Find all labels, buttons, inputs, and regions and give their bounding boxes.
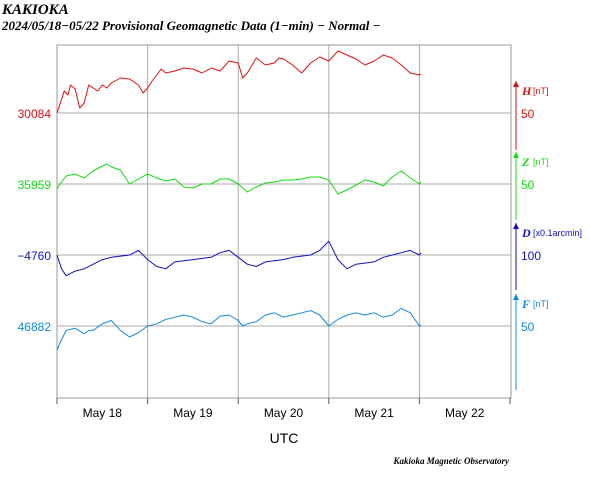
scale-value-d: 100 xyxy=(521,249,541,263)
scale-arrow-d xyxy=(513,223,519,229)
scale-arrow-h xyxy=(513,81,519,87)
x-tick-label: May 22 xyxy=(445,406,485,420)
series-line-h xyxy=(56,50,422,114)
plot-frame xyxy=(56,44,512,399)
scale-value-f: 50 xyxy=(521,320,535,334)
component-name-f: F xyxy=(521,297,530,311)
component-unit-f: [nT] xyxy=(533,299,549,309)
component-unit-d: [x0.1arcmin] xyxy=(533,228,582,238)
observatory-credit: Kakioka Magnetic Observatory xyxy=(393,456,510,466)
scale-arrow-f xyxy=(513,294,519,300)
chart-title: KAKIOKA xyxy=(2,2,69,18)
scale-value-z: 50 xyxy=(521,178,535,192)
scale-value-h: 50 xyxy=(521,107,535,121)
series-line-f xyxy=(56,307,422,351)
x-tick-label: May 20 xyxy=(264,406,304,420)
left-label-d: −4760 xyxy=(17,249,51,263)
component-name-h: H xyxy=(521,84,532,98)
component-unit-z: [nT] xyxy=(533,157,549,167)
chart-subtitle: 2024/05/18−05/22 Provisional Geomagnetic… xyxy=(2,18,381,33)
x-axis-label: UTC xyxy=(270,430,299,446)
x-tick-label: May 19 xyxy=(173,406,213,420)
x-tick-label: May 21 xyxy=(354,406,394,420)
left-label-z: 35959 xyxy=(18,178,52,192)
x-tick-label: May 18 xyxy=(83,406,123,420)
left-label-h: 30084 xyxy=(18,107,52,121)
series-line-z xyxy=(56,163,422,195)
left-label-f: 46882 xyxy=(18,320,52,334)
series-line-d xyxy=(56,240,422,277)
component-name-z: Z xyxy=(521,155,530,169)
component-name-d: D xyxy=(521,226,531,240)
component-unit-h: [nT] xyxy=(533,86,549,96)
scale-arrow-z xyxy=(513,152,519,158)
